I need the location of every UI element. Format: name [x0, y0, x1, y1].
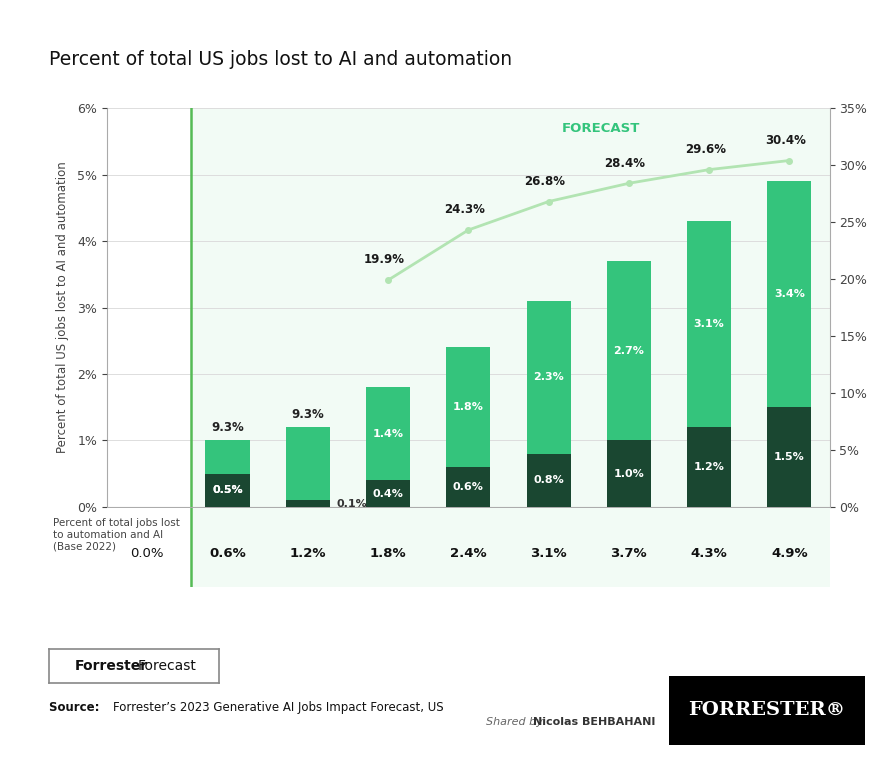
Text: Source:: Source:	[49, 701, 103, 714]
Text: Forrester’s 2023 Generative AI Jobs Impact Forecast, US: Forrester’s 2023 Generative AI Jobs Impa…	[113, 701, 444, 714]
Text: 3.1%: 3.1%	[694, 319, 724, 329]
Bar	[767, 408, 812, 507]
Text: 1.0%: 1.0%	[614, 469, 644, 479]
Bar	[607, 441, 651, 507]
Text: Forecast: Forecast	[137, 659, 196, 673]
Bar	[205, 441, 250, 474]
Text: 3.7%: 3.7%	[610, 547, 648, 560]
Text: Percent of total US jobs lost to AI and automation: Percent of total US jobs lost to AI and …	[49, 50, 512, 69]
Bar	[687, 427, 731, 507]
Text: 9.3%: 9.3%	[211, 421, 244, 434]
Text: 1.4%: 1.4%	[373, 428, 403, 438]
Text: 2.4%: 2.4%	[450, 547, 487, 560]
Bar	[446, 347, 491, 467]
Bar	[205, 474, 250, 507]
Text: 3.1%: 3.1%	[530, 547, 567, 560]
Text: 4.3%: 4.3%	[690, 547, 728, 560]
Text: 2.7%: 2.7%	[614, 346, 644, 356]
Text: 4.9%: 4.9%	[771, 547, 808, 560]
Text: 24.3%: 24.3%	[444, 203, 484, 216]
Text: 1.8%: 1.8%	[453, 402, 483, 412]
Text: Shared by: Shared by	[486, 717, 547, 727]
Bar	[446, 467, 491, 507]
Text: 0.4%: 0.4%	[373, 489, 403, 499]
Text: 1.8%: 1.8%	[369, 547, 407, 560]
Text: Forrester: Forrester	[75, 659, 147, 673]
Text: 0.6%: 0.6%	[453, 482, 483, 492]
Text: 2.3%: 2.3%	[533, 372, 564, 382]
Bar	[366, 480, 410, 507]
Bar	[285, 427, 330, 500]
Text: 1.2%: 1.2%	[290, 547, 326, 560]
Text: 0.8%: 0.8%	[533, 476, 564, 486]
Text: FORRESTER®: FORRESTER®	[689, 701, 846, 720]
Bar	[191, 507, 830, 587]
Text: 30.4%: 30.4%	[765, 134, 805, 147]
Bar	[607, 261, 651, 441]
Text: 19.9%: 19.9%	[364, 253, 404, 266]
Text: Nicolas BEHBAHANI: Nicolas BEHBAHANI	[533, 717, 656, 727]
Text: 29.6%: 29.6%	[685, 143, 725, 156]
Text: 3.4%: 3.4%	[774, 290, 805, 300]
Text: 1.5%: 1.5%	[774, 452, 805, 462]
Y-axis label: Percent of total US jobs lost to AI and automation: Percent of total US jobs lost to AI and …	[56, 161, 69, 453]
Text: 28.4%: 28.4%	[605, 157, 645, 170]
Bar	[191, 108, 830, 507]
Bar	[767, 181, 812, 408]
Text: FORECAST: FORECAST	[562, 122, 640, 135]
Text: 0.6%: 0.6%	[209, 547, 246, 560]
Bar	[687, 221, 731, 427]
Text: Percent of total jobs lost
to automation and AI
(Base 2022): Percent of total jobs lost to automation…	[54, 518, 180, 551]
Bar	[285, 500, 330, 507]
Text: 1.2%: 1.2%	[694, 462, 724, 472]
Text: 26.8%: 26.8%	[524, 174, 565, 188]
Bar	[526, 454, 571, 507]
Text: 0.0%: 0.0%	[130, 547, 164, 560]
Text: 0.5%: 0.5%	[212, 486, 243, 496]
Bar	[526, 301, 571, 454]
Bar	[366, 388, 410, 480]
Text: 0.1%: 0.1%	[336, 499, 367, 509]
Text: 0.5%: 0.5%	[212, 486, 243, 496]
Text: 9.3%: 9.3%	[292, 408, 324, 421]
